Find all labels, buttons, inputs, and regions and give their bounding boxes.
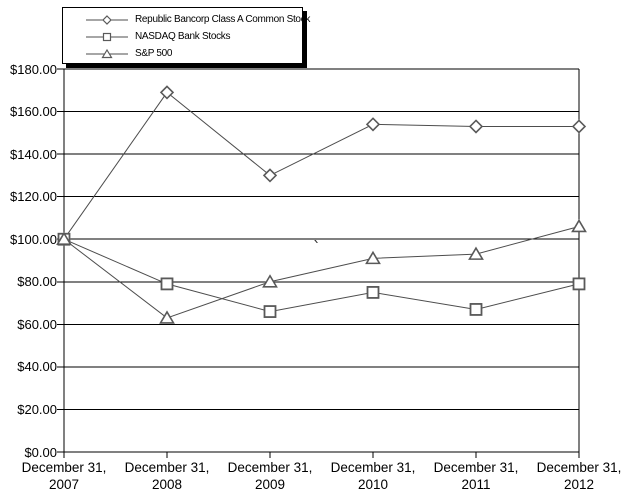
stray-mark-artifact: ` — [312, 238, 322, 257]
data-point-diamond-icon — [468, 119, 484, 134]
data-point-diamond-icon — [262, 168, 278, 183]
legend-item-nasdaq-bank-stocks: NASDAQ Bank Stocks — [63, 28, 302, 45]
data-point-square-icon — [160, 277, 174, 291]
data-point-triangle-icon — [56, 231, 72, 246]
series-line-square — [63, 238, 580, 313]
data-point-triangle-icon — [262, 274, 278, 288]
data-point-triangle-icon — [365, 250, 381, 265]
legend-item-republic-bancorp: Republic Bancorp Class A Common Stock — [63, 11, 310, 28]
data-point-square-icon — [263, 305, 277, 318]
data-point-square-icon — [469, 303, 483, 316]
legend-diamond-marker-icon — [86, 14, 128, 25]
legend-label-republic-bancorp: Republic Bancorp Class A Common Stock — [135, 14, 311, 25]
legend-item-sp500: S&P 500 — [63, 45, 302, 62]
data-point-triangle-icon — [571, 218, 587, 233]
chart-legend: Republic Bancorp Class A Common Stock NA… — [62, 7, 310, 64]
legend-label-sp500: S&P 500 — [135, 48, 173, 59]
data-point-square-icon — [572, 277, 586, 291]
data-point-triangle-icon — [159, 310, 175, 324]
data-point-diamond-icon — [365, 117, 381, 132]
data-point-diamond-icon — [159, 85, 175, 100]
data-point-diamond-icon — [571, 119, 587, 134]
series-line-triangle — [63, 225, 580, 319]
data-point-triangle-icon — [468, 246, 484, 260]
legend-label-nasdaq-bank-stocks: NASDAQ Bank Stocks — [135, 31, 231, 42]
legend-square-marker-icon — [86, 32, 128, 41]
data-point-square-icon — [366, 286, 380, 299]
series-line-diamond — [63, 91, 579, 240]
legend-triangle-marker-icon — [86, 48, 128, 58]
